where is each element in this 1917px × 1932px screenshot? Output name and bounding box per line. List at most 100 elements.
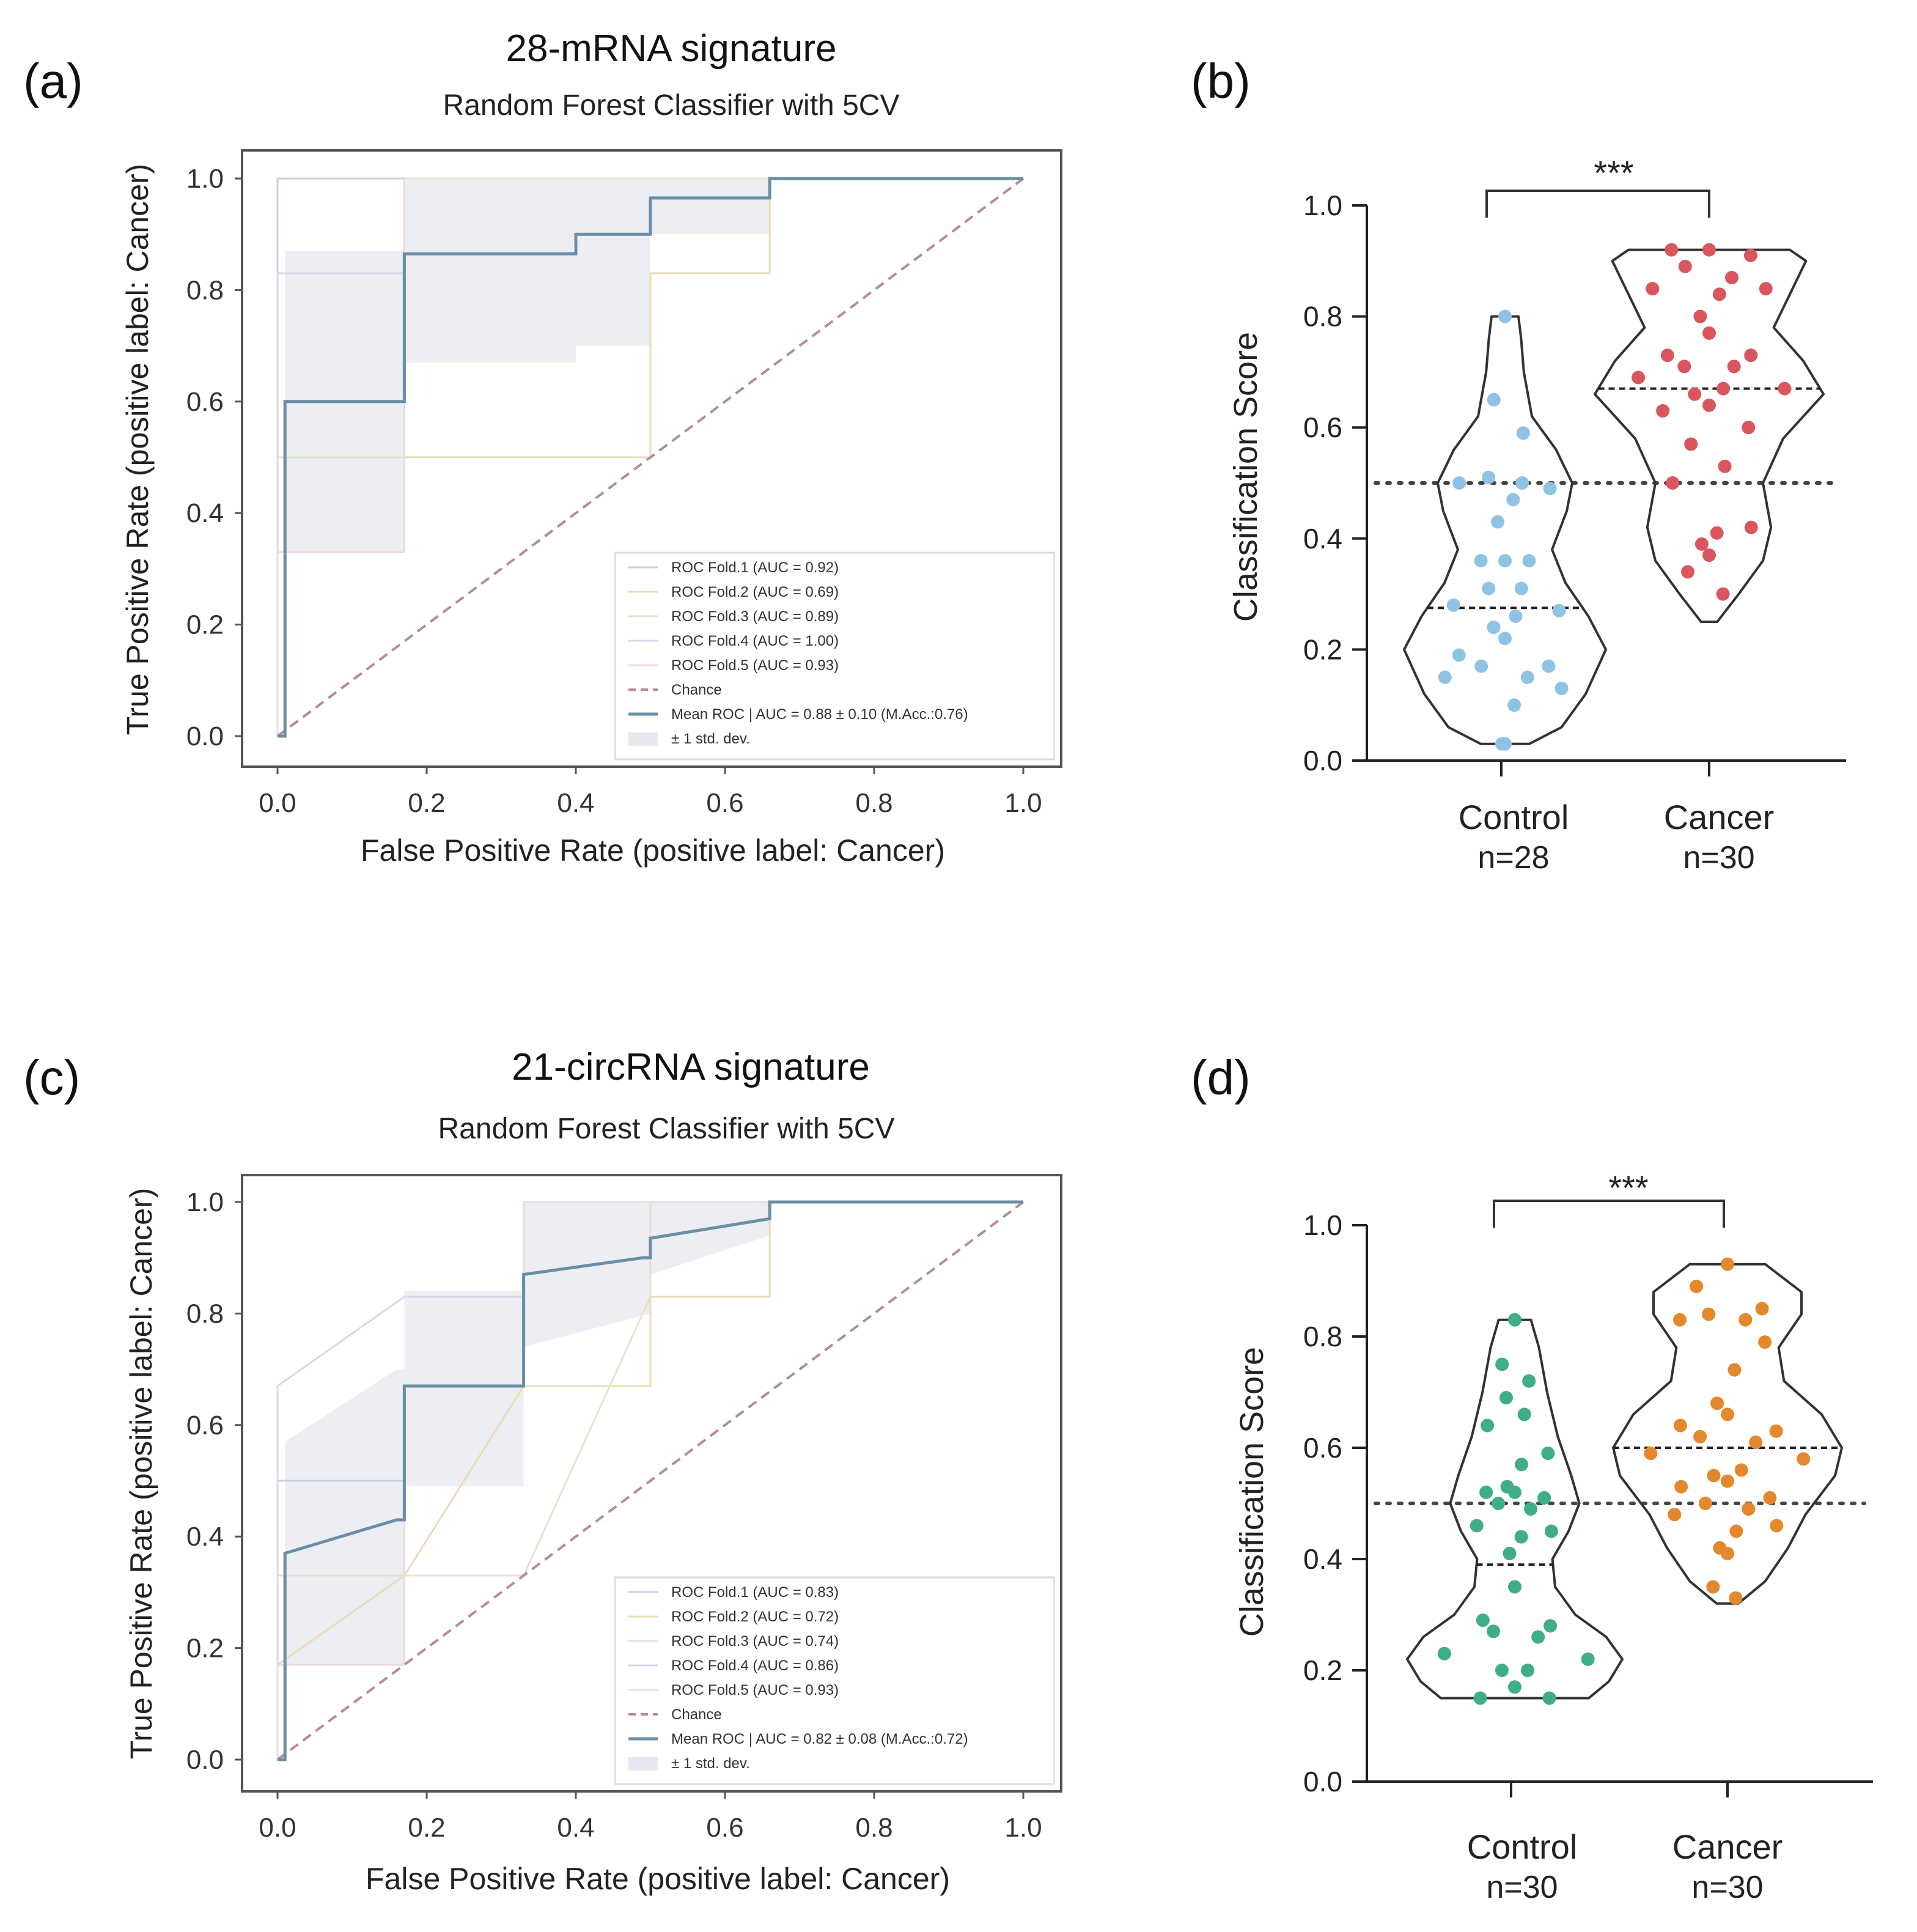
chart-c-plot-area [276, 1200, 1025, 1761]
data-point-control [1482, 581, 1496, 595]
data-point-cancer [1721, 1546, 1734, 1560]
legend-a-fold5: ROC Fold.5 (AUC = 0.93) [671, 657, 839, 674]
data-point-cancer [1702, 243, 1716, 257]
x-tick-label: 0.0 [259, 788, 296, 818]
data-point-cancer [1725, 271, 1739, 285]
chart-d-group-label-cancer: Cancer [1672, 1827, 1783, 1866]
violin-chart-b: 0.00.20.40.60.81.0 Classification Score … [1227, 153, 1846, 876]
chart-d-plot-area: 0.0 0.2 0.4 0.6 0.8 1.0 [1303, 1200, 1873, 1797]
x-tick-label: 0.2 [408, 788, 445, 818]
x-tick-label: 0.8 [855, 788, 892, 818]
data-point-control [1506, 493, 1520, 507]
violin-cancer [1612, 1263, 1843, 1605]
significance-bracket [1493, 1200, 1725, 1228]
data-point-control [1514, 581, 1528, 595]
y-tick-label: 0.6 [1303, 411, 1342, 443]
x-tick-label: 0.6 [706, 788, 743, 818]
chart-b-y-axis-label: Classification Score [1227, 332, 1264, 622]
data-point-control [1542, 1691, 1556, 1705]
mean-roc-line [278, 1200, 1023, 1761]
data-point-control [1498, 309, 1512, 323]
data-point-cancer [1677, 359, 1691, 374]
legend-a-fold1: ROC Fold.1 (AUC = 0.92) [671, 559, 839, 576]
chart-d-group-label-control: Control [1467, 1827, 1578, 1866]
data-point-cancer [1665, 243, 1679, 257]
y-tick-label: 1.0 [1303, 1209, 1342, 1241]
data-point-control [1446, 598, 1460, 612]
data-point-cancer [1702, 326, 1716, 340]
data-point-cancer [1712, 287, 1726, 301]
data-point-control [1581, 1652, 1595, 1666]
legend-c-mean: Mean ROC | AUC = 0.82 ± 0.08 (M.Acc.:0.7… [671, 1731, 968, 1747]
data-point-cancer [1688, 387, 1702, 401]
chart-c-legend: ROC Fold.1 (AUC = 0.83) ROC Fold.2 (AUC … [614, 1576, 1055, 1785]
data-point-cancer [1707, 1469, 1721, 1483]
data-point-control [1543, 482, 1557, 496]
data-point-control [1487, 621, 1501, 635]
chart-c-y-axis-label: True Positive Rate (positive label: Canc… [124, 1188, 158, 1760]
y-tick-label: 0.8 [186, 1299, 224, 1329]
chart-a-legend-box [614, 551, 1055, 761]
data-point-control [1495, 1664, 1509, 1677]
legend-c-fold3: ROC Fold.3 (AUC = 0.74) [671, 1633, 839, 1650]
y-tick-label: 0.2 [1303, 1654, 1342, 1686]
chart-b-group-label-cancer: Cancer [1664, 798, 1775, 836]
y-tick-label: 0.0 [186, 721, 224, 751]
y-tick-label: 0.6 [186, 1410, 224, 1440]
data-point-control [1492, 1497, 1506, 1510]
data-point-cancer [1755, 1302, 1769, 1316]
chart-a-tick-labels: 0.0 0.0 0.2 0.2 0.4 0.4 0.6 0.6 0.8 0.8 1.0 1.0 [186, 164, 1042, 818]
y-tick-label: 0.8 [1303, 1321, 1342, 1352]
data-point-cancer [1739, 1313, 1753, 1327]
y-tick-label: 0.2 [186, 1634, 224, 1664]
data-point-control [1470, 1519, 1484, 1533]
y-tick-label: 0.4 [1303, 1543, 1342, 1575]
y-tick-label: 0.8 [1303, 301, 1342, 333]
data-point-cancer [1632, 371, 1646, 385]
y-tick-label: 0.6 [186, 387, 224, 417]
x-tick-label: 0.6 [706, 1813, 743, 1843]
data-point-cancer [1728, 1363, 1742, 1377]
legend-c-fold1: ROC Fold.1 (AUC = 0.83) [671, 1584, 839, 1601]
data-point-control [1503, 1546, 1517, 1560]
data-point-cancer [1674, 1480, 1688, 1494]
chart-a-y-axis-label: True Positive Rate (positive label: Canc… [120, 164, 155, 736]
chart-d-group-n-control: n=30 [1486, 1870, 1558, 1905]
roc-fold-5-line [276, 177, 1023, 736]
data-point-cancer [1743, 248, 1757, 262]
data-point-cancer [1698, 1497, 1712, 1510]
chart-b-group-label-control: Control [1459, 798, 1569, 836]
data-point-control [1514, 1530, 1528, 1544]
data-point-control [1552, 603, 1566, 618]
chart-c-subtitle: Random Forest Classifier with 5CV [438, 1113, 895, 1145]
data-point-control [1522, 554, 1536, 568]
chart-a-x-axis-label: False Positive Rate (positive label: Can… [361, 833, 945, 868]
data-point-control [1544, 1619, 1558, 1633]
data-point-control [1508, 1313, 1521, 1327]
data-point-control [1498, 554, 1512, 568]
data-point-cancer [1763, 1491, 1777, 1505]
y-tick-label: 1.0 [186, 1187, 224, 1217]
y-tick-label: 0.0 [1303, 745, 1342, 776]
data-point-cancer [1702, 1307, 1716, 1321]
data-point-cancer [1706, 1580, 1720, 1594]
data-point-cancer [1678, 259, 1692, 273]
data-point-cancer [1742, 1502, 1756, 1516]
data-point-cancer [1681, 565, 1695, 579]
data-point-control [1517, 1407, 1531, 1421]
chart-c-title: 21-circRNA signature [512, 1046, 870, 1088]
chart-c-tick-labels: 0.0 0.0 0.2 0.2 0.4 0.4 0.6 0.6 0.8 0.8 1.0 1.0 [186, 1187, 1042, 1843]
data-point-control [1452, 648, 1466, 662]
data-point-control [1537, 1491, 1551, 1505]
data-point-control [1473, 1691, 1487, 1705]
data-point-cancer [1710, 1396, 1724, 1410]
data-point-cancer [1778, 382, 1792, 396]
chance-line [276, 1201, 1025, 1761]
data-point-control [1474, 554, 1488, 568]
chart-c-x-axis-label: False Positive Rate (positive label: Can… [366, 1862, 950, 1896]
data-point-cancer [1693, 1429, 1707, 1443]
data-point-cancer [1668, 1508, 1682, 1522]
data-point-control [1542, 659, 1556, 673]
data-point-cancer [1644, 1447, 1658, 1461]
